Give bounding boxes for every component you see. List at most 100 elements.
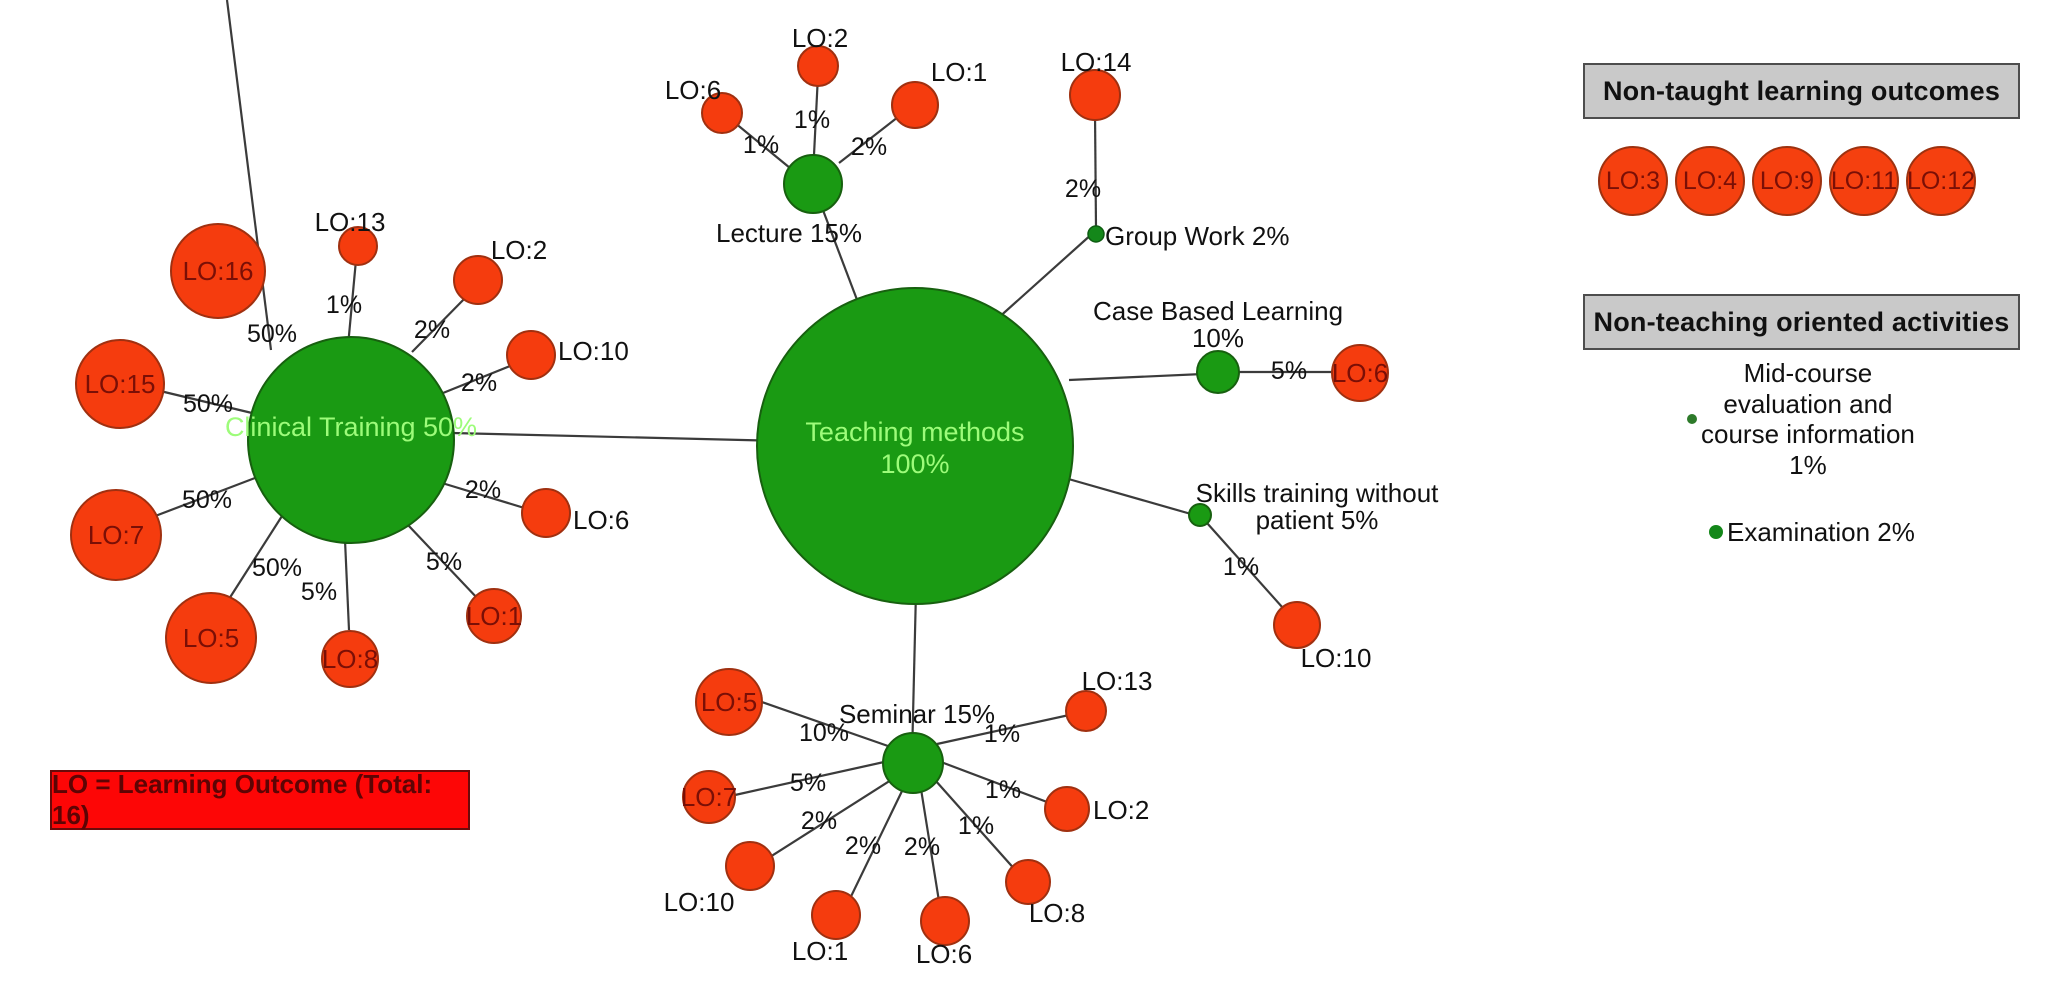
pct-seminar-lo10: 2% bbox=[801, 807, 837, 835]
edge-clinical-lo15 bbox=[155, 388, 253, 415]
node-lo13-seminar[interactable] bbox=[1065, 690, 1107, 732]
edge-clinical-lo13 bbox=[346, 259, 358, 347]
node-lo6-lecture[interactable] bbox=[701, 92, 743, 134]
lo1-clinical-circle[interactable] bbox=[466, 588, 522, 644]
lo6-lecture-label: LO:6 bbox=[665, 75, 721, 105]
non-teaching-legend-header: Non-teaching oriented activities bbox=[1583, 294, 2020, 350]
node-group-work[interactable] bbox=[1087, 225, 1105, 243]
edge-root-skills bbox=[1064, 476, 1199, 518]
node-lo2-lecture[interactable] bbox=[797, 45, 839, 87]
lo10-skills-circle[interactable] bbox=[1273, 601, 1321, 649]
node-lo13-clinical[interactable] bbox=[338, 226, 378, 266]
edge-clinical-lo10 bbox=[442, 360, 521, 395]
node-lo7[interactable]: LO:7 bbox=[70, 489, 162, 581]
node-teaching-methods[interactable]: Teaching methods 100% bbox=[756, 287, 1074, 605]
seminar-circle[interactable] bbox=[882, 732, 944, 794]
lo7-circle[interactable] bbox=[70, 489, 162, 581]
groupwork-children: LO:14 2% bbox=[1061, 47, 1132, 203]
node-lo10-seminar[interactable] bbox=[725, 841, 775, 891]
non-taught-chip-lo9[interactable]: LO:9 bbox=[1752, 146, 1822, 216]
lo13-seminar-label: LO:13 bbox=[1082, 666, 1153, 696]
skills-children: LO:10 1% bbox=[1223, 553, 1371, 673]
non-taught-chip-row: LO:3 LO:4 LO:9 LO:11 LO:12 bbox=[1598, 146, 1976, 216]
lecture-label: Lecture 15% bbox=[716, 218, 862, 248]
lo16-circle[interactable] bbox=[170, 223, 266, 319]
node-lo5-seminar[interactable]: LO:5 bbox=[695, 668, 763, 736]
lo8-seminar-circle[interactable] bbox=[1005, 859, 1051, 905]
lo5-seminar-circle[interactable] bbox=[695, 668, 763, 736]
lo6-lecture-circle[interactable] bbox=[701, 92, 743, 134]
edge-root-casebased bbox=[1068, 372, 1204, 382]
lo8-clinical-label: LO:8 bbox=[322, 644, 378, 674]
node-seminar[interactable] bbox=[882, 732, 944, 794]
pct-seminar-lo1: 2% bbox=[845, 832, 881, 860]
node-lo8-seminar[interactable] bbox=[1005, 859, 1051, 905]
node-lecture[interactable] bbox=[783, 154, 843, 214]
clinical-training-label: Clinical Training 50% bbox=[225, 412, 477, 442]
group-work-circle[interactable] bbox=[1087, 225, 1105, 243]
non-teaching-item-examination[interactable]: Examination 2% bbox=[1709, 517, 1915, 548]
node-case-based-learning[interactable] bbox=[1196, 350, 1240, 394]
node-lo16[interactable]: LO:16 bbox=[170, 223, 266, 319]
non-taught-chip-lo3[interactable]: LO:3 bbox=[1598, 146, 1668, 216]
pct-clinical-lo10: 2% bbox=[461, 369, 497, 397]
lo6-seminar-circle[interactable] bbox=[920, 896, 970, 946]
node-clinical-training[interactable]: Clinical Training 50% bbox=[225, 336, 477, 544]
teaching-methods-circle[interactable] bbox=[756, 287, 1074, 605]
groupwork-edges bbox=[1093, 111, 1098, 229]
node-skills-training[interactable] bbox=[1188, 503, 1212, 527]
lecture-circle[interactable] bbox=[783, 154, 843, 214]
non-teaching-item-mid-course[interactable]: Mid-course evaluation and course informa… bbox=[1687, 358, 1915, 481]
non-taught-chip-lo11[interactable]: LO:11 bbox=[1829, 146, 1899, 216]
edge-clinical-lo6 bbox=[441, 481, 532, 512]
edge-root-clinical bbox=[451, 431, 786, 443]
lo7-seminar-circle[interactable] bbox=[682, 770, 736, 824]
lo1-lecture-circle[interactable] bbox=[891, 81, 939, 129]
node-lo6-clinical[interactable] bbox=[521, 488, 571, 538]
lo7-label: LO:7 bbox=[88, 520, 144, 550]
non-taught-chip-lo4[interactable]: LO:4 bbox=[1675, 146, 1745, 216]
lo5-clinical-circle[interactable] bbox=[165, 592, 257, 684]
edge-clinical-lo7 bbox=[149, 476, 256, 520]
lo10-seminar-circle[interactable] bbox=[725, 841, 775, 891]
lo15-label: LO:15 bbox=[85, 369, 156, 399]
node-lo10-clinical[interactable] bbox=[506, 330, 556, 380]
skills-training-label-line2: patient 5% bbox=[1256, 505, 1379, 535]
pct-seminar-lo8: 1% bbox=[958, 812, 994, 840]
case-based-circle[interactable] bbox=[1196, 350, 1240, 394]
node-lo14[interactable] bbox=[1069, 69, 1121, 121]
pct-seminar-lo2: 1% bbox=[985, 776, 1021, 804]
node-lo1-seminar[interactable] bbox=[811, 890, 861, 940]
edge-seminar-lo2 bbox=[940, 760, 1064, 810]
node-lo5-clinical[interactable]: LO:5 bbox=[165, 592, 257, 684]
clinical-training-circle[interactable] bbox=[247, 336, 455, 544]
seminar-children: LO:5 10% LO:7 5% LO:10 2% LO:1 2% LO:6 2… bbox=[664, 666, 1153, 969]
lo13-clinical-circle[interactable] bbox=[338, 226, 378, 266]
non-taught-chip-lo12[interactable]: LO:12 bbox=[1906, 146, 1976, 216]
node-lo15[interactable]: LO:15 bbox=[75, 339, 165, 429]
node-lo1-clinical[interactable]: LO:1 bbox=[466, 588, 522, 644]
lo2-clinical-circle[interactable] bbox=[453, 255, 503, 305]
lo2-lecture-circle[interactable] bbox=[797, 45, 839, 87]
skills-training-circle[interactable] bbox=[1188, 503, 1212, 527]
node-lo2-seminar[interactable] bbox=[1044, 786, 1090, 832]
node-lo1-lecture[interactable] bbox=[891, 81, 939, 129]
node-lo2-clinical[interactable] bbox=[453, 255, 503, 305]
lo13-seminar-circle[interactable] bbox=[1065, 690, 1107, 732]
pct-clinical-lo5: 50% bbox=[252, 554, 302, 582]
lo10-clinical-circle[interactable] bbox=[506, 330, 556, 380]
lo14-circle[interactable] bbox=[1069, 69, 1121, 121]
lo8-clinical-circle[interactable] bbox=[321, 630, 379, 688]
lo16-label: LO:16 bbox=[183, 256, 254, 286]
lo1-seminar-circle[interactable] bbox=[811, 890, 861, 940]
node-lo6-casebased[interactable]: LO:6 bbox=[1331, 344, 1389, 402]
node-lo10-skills[interactable] bbox=[1273, 601, 1321, 649]
node-lo6-seminar[interactable] bbox=[920, 896, 970, 946]
pct-lecture-lo6: 1% bbox=[743, 131, 779, 159]
node-lo8-clinical[interactable]: LO:8 bbox=[321, 630, 379, 688]
lo6-casebased-circle[interactable] bbox=[1331, 344, 1389, 402]
node-lo7-seminar[interactable]: LO:7 bbox=[681, 770, 737, 824]
lo15-circle[interactable] bbox=[75, 339, 165, 429]
lo2-seminar-circle[interactable] bbox=[1044, 786, 1090, 832]
lo6-clinical-circle[interactable] bbox=[521, 488, 571, 538]
